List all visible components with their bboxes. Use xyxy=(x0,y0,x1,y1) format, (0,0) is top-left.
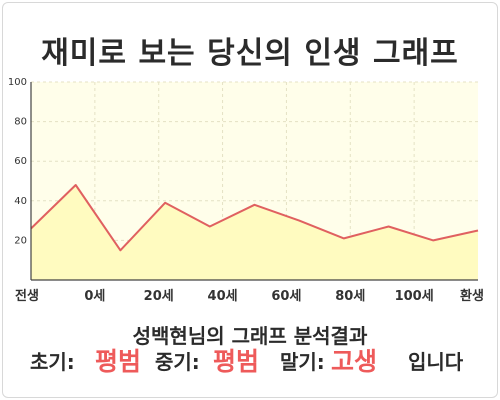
result-subtitle: 성백현님의 그래프 분석결과 xyxy=(132,324,368,348)
y-tick-label: 40 xyxy=(14,196,27,207)
early-label: 초기: xyxy=(30,350,75,374)
verdict-ending: 입니다 xyxy=(408,350,464,374)
x-tick-label: 환생 xyxy=(460,288,484,304)
x-tick-label: 0세 xyxy=(84,289,105,304)
life-line xyxy=(30,184,479,252)
y-tick-label: 100 xyxy=(8,77,27,88)
x-tick-label: 20세 xyxy=(144,289,174,304)
page-title: 재미로 보는 당신의 인생 그래프 xyxy=(41,36,459,71)
y-tick-label: 20 xyxy=(14,235,27,246)
y-tick-labels: 20 40 60 80 100 xyxy=(8,77,27,246)
early-value: 평범 xyxy=(95,347,142,376)
x-tick-label: 80세 xyxy=(335,289,365,304)
x-tick-labels: 전생 0세 20세 40세 60세 80세 100세 환생 xyxy=(15,288,484,304)
y-tick-label: 60 xyxy=(14,156,27,167)
late-label: 말기: xyxy=(280,350,325,374)
life-area-fill xyxy=(31,185,478,280)
y-tick-label: 80 xyxy=(14,117,27,128)
late-value: 고생 xyxy=(331,347,378,376)
mid-label: 중기: xyxy=(155,350,200,374)
x-tick-label: 40세 xyxy=(208,289,238,304)
x-tick-label: 60세 xyxy=(271,289,301,304)
x-tick-label: 100세 xyxy=(395,289,434,304)
x-tick-label: 전생 xyxy=(15,288,39,304)
mid-value: 평범 xyxy=(213,347,260,376)
